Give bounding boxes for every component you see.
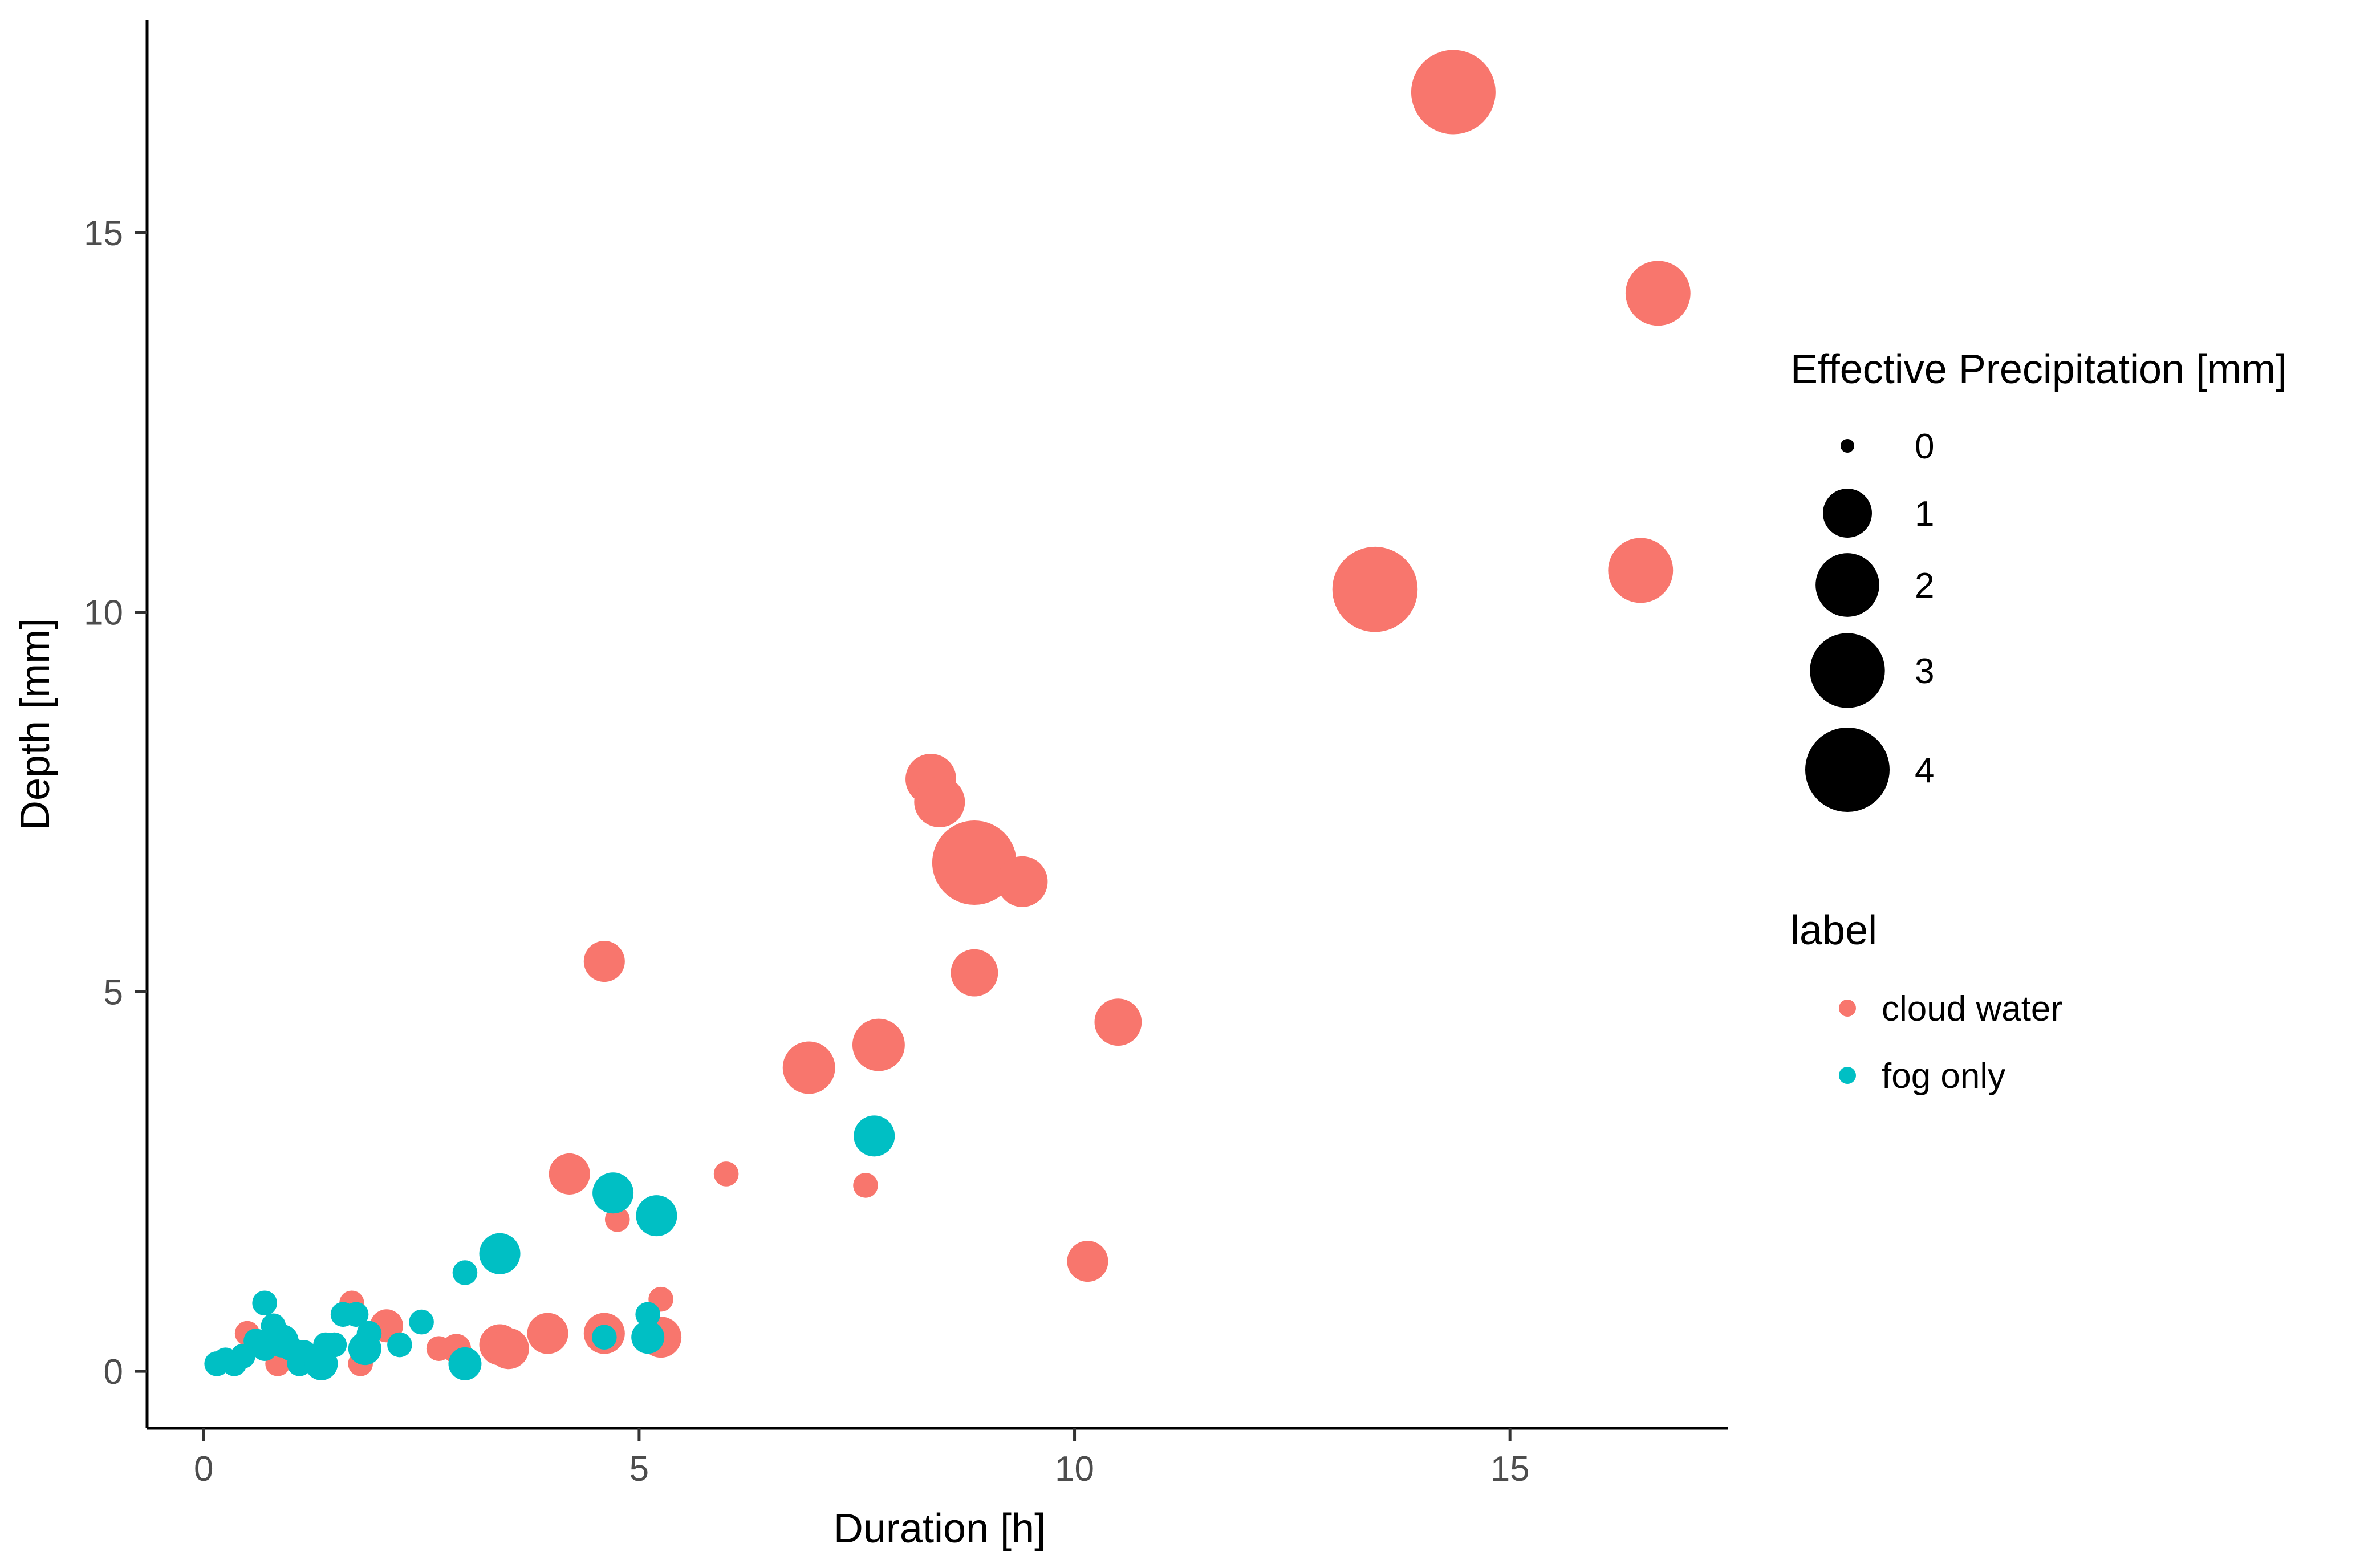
data-point-cloud-water [852,1018,905,1071]
data-point-cloud-water [782,1041,835,1094]
x-tick-label: 10 [1055,1449,1094,1489]
y-tick-label: 15 [84,214,123,253]
data-point-cloud-water [1067,1241,1108,1282]
data-point-cloud-water [713,1161,739,1187]
axes [145,20,1728,1430]
data-points [204,50,1691,1380]
data-point-fog-only [204,1351,229,1376]
size-legend-key [1841,439,1854,453]
size-legend-key [1810,633,1885,708]
color-legend-key [1839,1067,1856,1084]
y-tick-label: 0 [104,1352,123,1392]
y-axis-title: Depth [mm] [13,618,58,830]
data-point-cloud-water [951,949,998,997]
data-point-fog-only [409,1309,434,1335]
color-legend-key [1839,1000,1856,1017]
color-legend-label: cloud water [1882,989,2062,1029]
data-point-fog-only [387,1332,412,1358]
data-point-cloud-water [1332,546,1418,632]
data-point-cloud-water [527,1313,568,1354]
size-legend-label: 2 [1915,566,1934,606]
data-point-fog-only [854,1115,895,1157]
data-point-fog-only [479,1233,521,1274]
data-point-fog-only [636,1195,677,1237]
y-tick-label: 10 [84,594,123,633]
size-legend-key [1815,553,1879,617]
color-legend-label: fog only [1882,1057,2005,1096]
data-point-fog-only [287,1351,312,1376]
data-point-fog-only [252,1290,277,1316]
data-point-fog-only [635,1302,660,1327]
x-tick-label: 15 [1490,1449,1530,1489]
data-point-cloud-water [583,941,625,982]
data-point-cloud-water [914,776,965,827]
data-point-cloud-water [853,1173,878,1198]
y-tick-label: 5 [104,973,123,1012]
color-legend-title: label [1790,908,1877,953]
x-tick-label: 0 [194,1449,213,1489]
size-legend-key [1823,489,1872,538]
legend: Effective Precipitation [mm] 0 1 2 3 4 label… [1790,347,2287,1096]
color-legend-items: cloud water fog only [1839,989,2062,1096]
data-point-fog-only [448,1347,482,1380]
data-point-fog-only [592,1172,634,1214]
size-legend-items: 0 1 2 3 4 [1805,427,1934,812]
size-legend-label: 1 [1915,494,1934,534]
size-legend-label: 4 [1915,751,1934,790]
data-point-cloud-water [1608,538,1674,603]
data-point-fog-only [631,1321,665,1354]
data-point-fog-only [221,1351,247,1376]
data-point-fog-only [343,1302,369,1327]
data-point-cloud-water [488,1328,529,1370]
size-legend-label: 0 [1915,427,1934,466]
data-point-fog-only [252,1336,277,1361]
data-point-fog-only [348,1332,381,1366]
size-legend-label: 3 [1915,652,1934,691]
x-axis-title: Duration [h] [834,1506,1046,1551]
data-point-cloud-water [1625,261,1691,326]
size-legend-key [1805,728,1890,812]
size-legend-title: Effective Precipitation [mm] [1790,347,2287,392]
data-point-fog-only [592,1325,617,1350]
data-point-cloud-water [1094,998,1142,1046]
data-point-cloud-water [1411,50,1496,135]
axis-ticks: 0 5 10 15 0 5 10 15 [84,214,1530,1489]
data-point-fog-only [452,1260,478,1285]
data-point-fog-only [304,1347,338,1380]
x-tick-label: 5 [629,1449,649,1489]
data-point-cloud-water [932,820,1017,905]
data-point-cloud-water [997,856,1048,907]
data-point-cloud-water [549,1153,590,1195]
